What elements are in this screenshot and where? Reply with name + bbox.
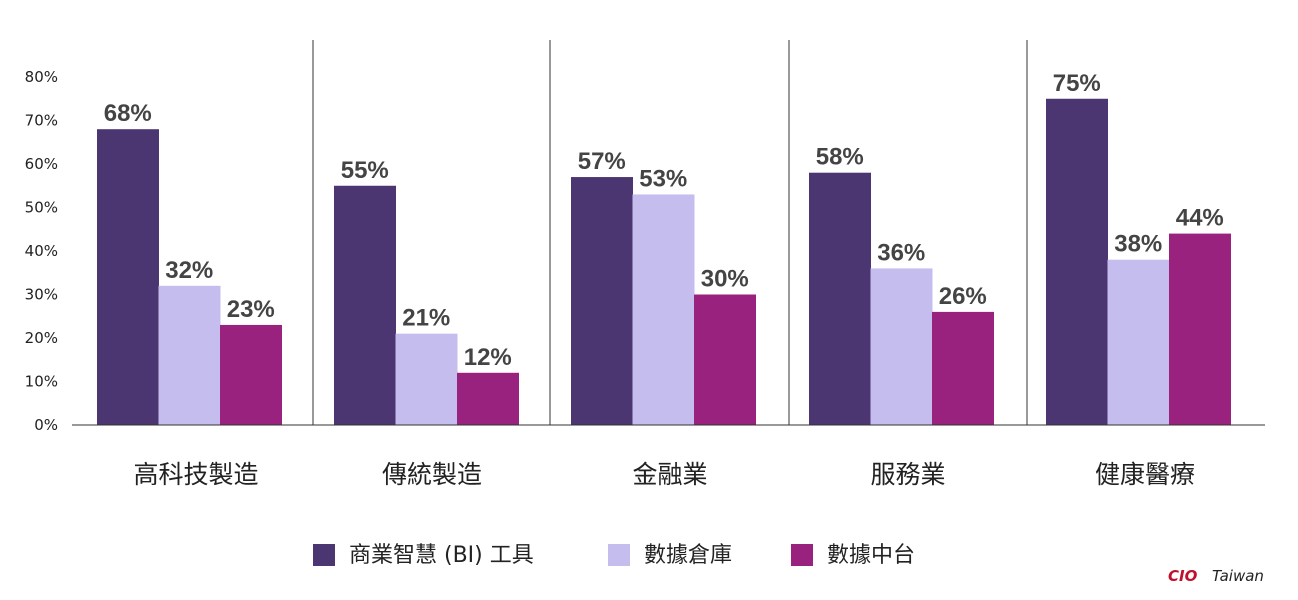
legend-label: 商業智慧 (BI) 工具 (349, 543, 534, 568)
y-tick-label: 20% (25, 329, 58, 347)
y-tick-label: 40% (25, 242, 58, 260)
legend-swatch (608, 544, 630, 566)
y-tick-label: 0% (34, 416, 58, 434)
category-label: 服務業 (870, 460, 945, 489)
bar (870, 268, 933, 425)
y-tick-label: 70% (25, 112, 58, 130)
bar (457, 372, 519, 425)
category-separators (312, 40, 1028, 425)
y-axis-ticks: 0% 10% 20% 30% 40% 50% 60% 70% 80% (25, 68, 58, 434)
watermark: CIO Taiwan (1168, 567, 1264, 585)
bars (97, 98, 1231, 425)
legend: 商業智慧 (BI) 工具 數據倉庫 數據中台 (313, 543, 915, 568)
y-tick-label: 60% (25, 155, 58, 173)
data-label: 23% (227, 296, 275, 323)
y-tick-label: 50% (25, 199, 58, 217)
bar (97, 129, 159, 425)
data-labels: 68% 32% 23% 55% 21% 12% 57% 53% 30% 58% 36% 26% 75% 3… (104, 70, 1224, 371)
y-tick-label: 10% (25, 373, 58, 391)
data-label: 26% (939, 283, 987, 310)
data-label: 44% (1176, 205, 1224, 232)
bar (932, 311, 994, 425)
data-label: 12% (464, 344, 512, 371)
data-label: 75% (1053, 70, 1101, 97)
data-label: 36% (877, 239, 925, 266)
data-label: 58% (816, 144, 864, 171)
watermark-region: Taiwan (1212, 567, 1264, 585)
y-tick-label: 80% (25, 68, 58, 86)
category-label: 高科技製造 (133, 460, 258, 489)
bar (809, 172, 871, 425)
legend-swatch (791, 544, 813, 566)
bar (1046, 98, 1108, 425)
y-tick-label: 30% (25, 286, 58, 304)
data-label: 53% (639, 165, 687, 192)
data-label: 32% (165, 257, 213, 284)
bar (334, 185, 396, 425)
legend-swatch (313, 544, 335, 566)
bar (1107, 259, 1170, 425)
data-label: 55% (341, 157, 389, 184)
legend-label: 數據中台 (827, 543, 915, 568)
data-label: 38% (1114, 231, 1162, 258)
category-label: 健康醫療 (1095, 460, 1195, 489)
category-labels: 高科技製造 傳統製造 金融業 服務業 健康醫療 (133, 460, 1195, 489)
watermark-brand: CIO (1168, 567, 1198, 585)
bar (158, 285, 221, 425)
legend-label: 數據倉庫 (644, 543, 732, 568)
bar (395, 333, 458, 425)
bar (220, 324, 282, 425)
bar (571, 177, 633, 425)
bar (1169, 233, 1231, 425)
category-label: 金融業 (632, 460, 707, 489)
data-label: 57% (578, 148, 626, 175)
data-label: 21% (402, 305, 450, 332)
category-label: 傳統製造 (382, 460, 482, 489)
data-label: 68% (104, 100, 152, 127)
bar (632, 194, 695, 425)
data-label: 30% (701, 266, 749, 293)
bar (694, 294, 756, 425)
